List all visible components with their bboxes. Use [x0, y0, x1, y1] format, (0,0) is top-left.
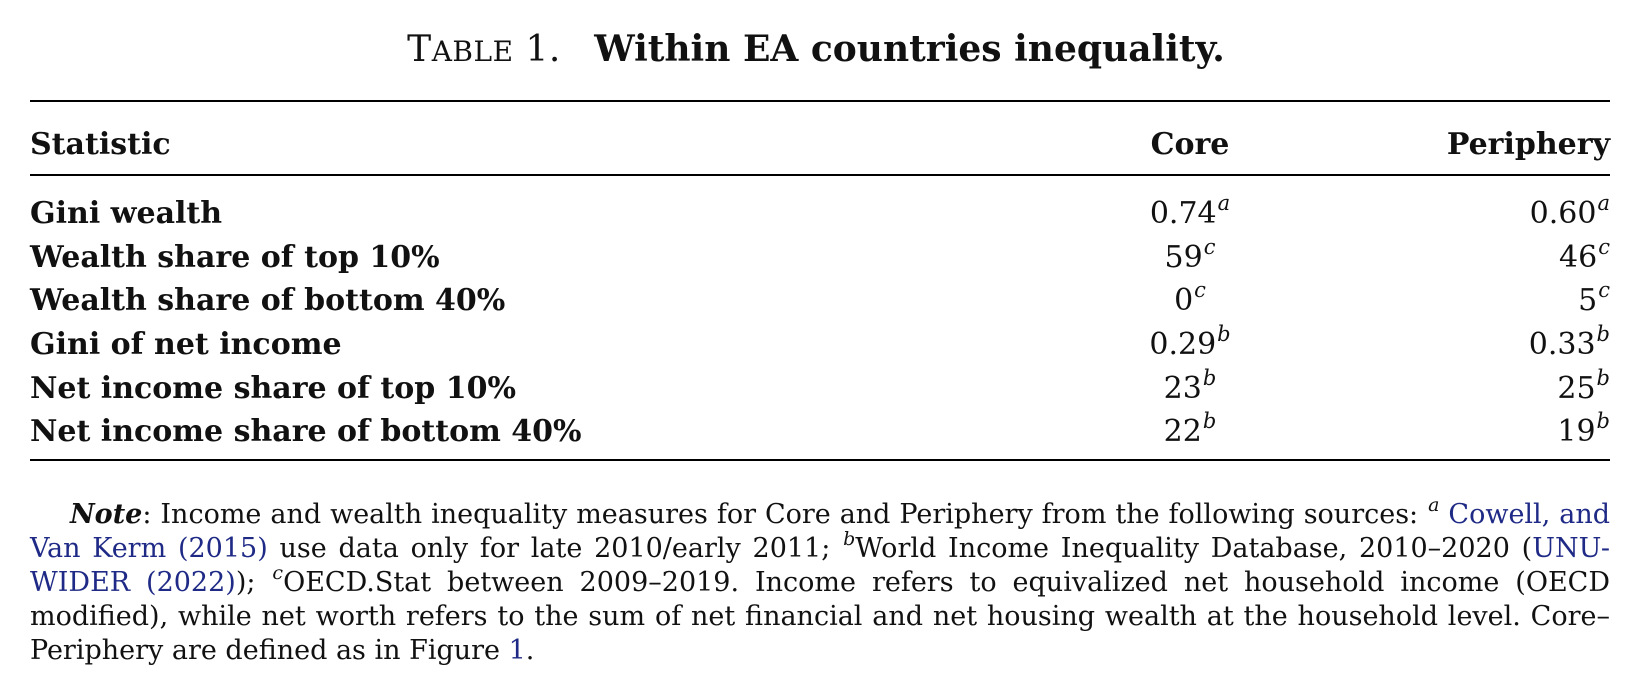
row-label: Net income share of top 10% — [30, 370, 516, 406]
note-intro: : Income and wealth inequality measures … — [142, 499, 1428, 530]
note-text-b-end: ); — [235, 567, 256, 598]
table-row: Net income share of top 10% 23b 25b — [30, 366, 1610, 410]
core-value: 59c — [1164, 234, 1216, 275]
figure-reference-link[interactable]: 1 — [508, 635, 526, 666]
footnote-mark: b — [1202, 409, 1217, 434]
inequality-table: Statistic Core Periphery Gini wealth 0.7… — [30, 114, 1610, 454]
table-row: Gini of net income 0.29b 0.33b — [30, 323, 1610, 367]
footnote-mark: c — [1598, 278, 1610, 303]
footnote-mark: c — [1194, 278, 1206, 303]
table-row: Gini wealth 0.74a 0.60a — [30, 192, 1610, 236]
footnote-mark-c: c — [272, 562, 284, 584]
citation-unu-wider-link[interactable]: UNU-WIDER — [30, 533, 1610, 598]
core-value: 23b — [1163, 365, 1217, 406]
header-periphery: Periphery — [1446, 126, 1610, 162]
row-label: Net income share of bottom 40% — [30, 414, 582, 450]
footnote-mark: c — [1598, 234, 1610, 259]
bottom-rule — [30, 459, 1610, 461]
header-row: Statistic Core Periphery — [30, 114, 1610, 174]
table-note: Note: Income and wealth inequality measu… — [30, 496, 1611, 668]
footnote-mark-a: a — [1428, 494, 1440, 516]
row-label: Wealth share of bottom 40% — [30, 283, 506, 319]
header-spacer — [30, 174, 1610, 192]
periphery-value: 0.33b — [1528, 322, 1610, 363]
periphery-value: 25b — [1557, 365, 1610, 406]
table-row: Wealth share of bottom 40% 0c 5c — [30, 279, 1610, 323]
periphery-value: 19b — [1557, 409, 1610, 450]
citation-unu-wider-year-link[interactable]: (2022) — [146, 567, 236, 598]
table-row: Net income share of bottom 40% 22b 19b — [30, 410, 1610, 454]
periphery-value: 5c — [1578, 278, 1610, 319]
footnote-mark: b — [1596, 409, 1610, 434]
periphery-value: 0.60a — [1529, 191, 1610, 232]
table-caption: TABLE 1. Within EA countries inequality. — [0, 28, 1632, 70]
footnote-mark: b — [1596, 322, 1610, 347]
note-text-c: OECD.Stat between 2009–2019. Income refe… — [30, 567, 1610, 666]
core-value: 0.29b — [1149, 322, 1231, 363]
citation-cowell-year-link[interactable]: (2015) — [177, 533, 268, 564]
core-value: 22b — [1163, 409, 1217, 450]
header-core: Core — [1150, 126, 1230, 162]
footnote-mark: a — [1597, 191, 1610, 216]
header-statistic: Statistic — [30, 126, 171, 162]
note-text-a: use data only for late 2010/early 2011; — [267, 533, 843, 564]
citation-cowell-link[interactable]: Cowell, and Van Kerm — [30, 499, 1611, 564]
periphery-value: 46c — [1559, 234, 1610, 275]
table-title: Within EA countries inequality. — [594, 28, 1225, 70]
footnote-mark: b — [1217, 322, 1231, 347]
footnote-mark: b — [1596, 365, 1610, 390]
note-text-end: . — [525, 635, 535, 666]
table-label: TABLE 1. — [407, 29, 561, 70]
top-rule — [30, 100, 1610, 102]
footnote-mark-b: b — [843, 528, 856, 550]
footnote-mark: c — [1203, 234, 1216, 259]
core-value: 0.74a — [1149, 191, 1231, 232]
row-label: Gini wealth — [30, 196, 223, 232]
footnote-mark: b — [1202, 365, 1217, 390]
table-row: Wealth share of top 10% 59c 46c — [30, 236, 1610, 280]
header-rule — [30, 174, 1610, 176]
row-label: Gini of net income — [30, 327, 342, 363]
row-label: Wealth share of top 10% — [30, 239, 440, 275]
note-text-b: World Income Inequality Database, 2010–2… — [855, 533, 1533, 564]
note-label: Note — [70, 499, 143, 530]
core-value: 0c — [1174, 278, 1206, 319]
note-paragraph: Note: Income and wealth inequality measu… — [30, 496, 1611, 668]
footnote-mark: a — [1217, 191, 1231, 216]
